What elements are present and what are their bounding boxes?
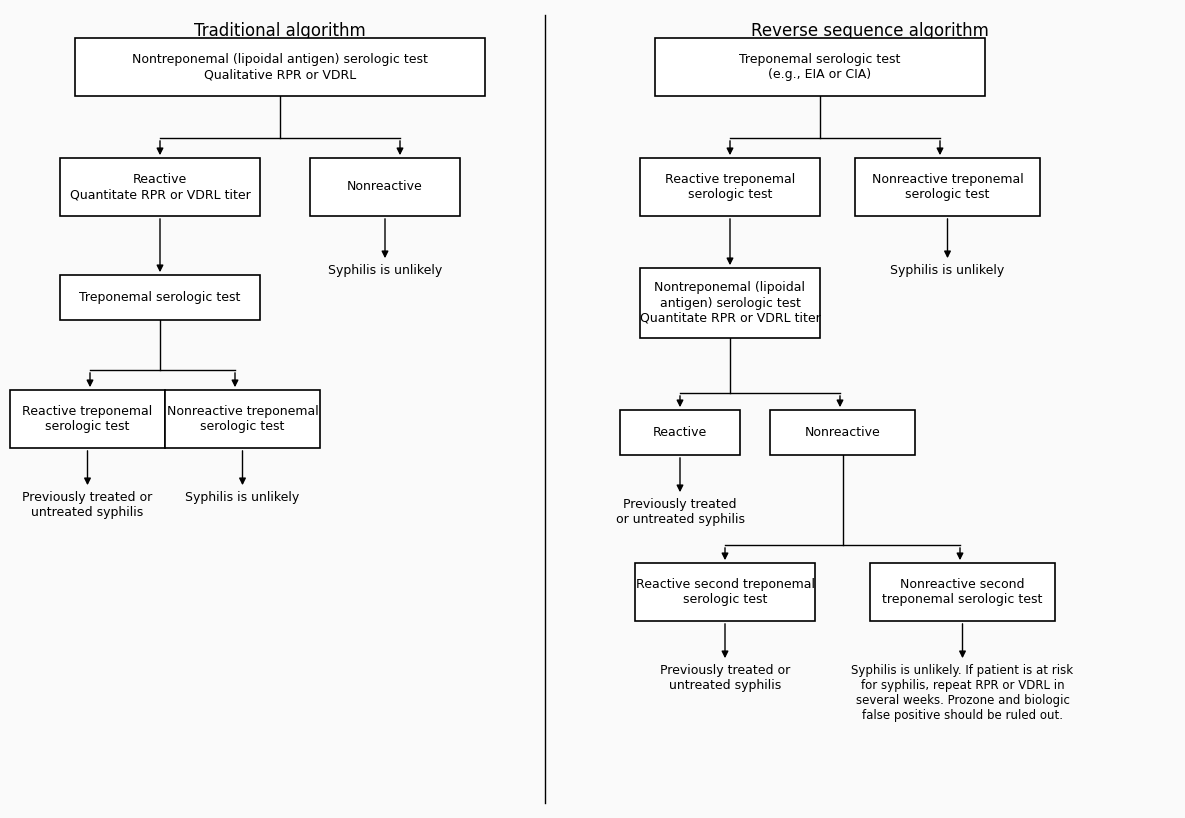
Text: Nonreactive: Nonreactive xyxy=(805,426,880,439)
Bar xyxy=(870,563,1055,621)
Bar xyxy=(60,275,260,320)
Bar xyxy=(310,158,460,216)
Bar xyxy=(165,390,320,448)
Text: Syphilis is unlikely. If patient is at risk
for syphilis, repeat RPR or VDRL in
: Syphilis is unlikely. If patient is at r… xyxy=(852,664,1074,722)
Text: Nonreactive treponemal
serologic test: Nonreactive treponemal serologic test xyxy=(167,405,319,433)
Text: Previously treated or
untreated syphilis: Previously treated or untreated syphilis xyxy=(23,491,153,519)
Text: Nonreactive: Nonreactive xyxy=(347,181,423,194)
Text: Nonreactive second
treponemal serologic test: Nonreactive second treponemal serologic … xyxy=(883,578,1043,606)
Bar xyxy=(75,38,485,96)
Bar xyxy=(856,158,1040,216)
Bar xyxy=(640,158,820,216)
Text: Traditional algorithm: Traditional algorithm xyxy=(194,22,366,40)
Text: Syphilis is unlikely: Syphilis is unlikely xyxy=(328,264,442,277)
Text: Reactive second treponemal
serologic test: Reactive second treponemal serologic tes… xyxy=(635,578,814,606)
Bar xyxy=(640,268,820,338)
Text: Treponemal serologic test: Treponemal serologic test xyxy=(79,291,241,304)
Text: Reactive: Reactive xyxy=(653,426,707,439)
Text: Reverse sequence algorithm: Reverse sequence algorithm xyxy=(751,22,989,40)
Text: Syphilis is unlikely: Syphilis is unlikely xyxy=(890,264,1005,277)
Text: Nontreponemal (lipoidal antigen) serologic test
Qualitative RPR or VDRL: Nontreponemal (lipoidal antigen) serolog… xyxy=(132,53,428,81)
Text: Reactive treponemal
serologic test: Reactive treponemal serologic test xyxy=(23,405,153,433)
Bar xyxy=(655,38,985,96)
Text: Treponemal serologic test
(e.g., EIA or CIA): Treponemal serologic test (e.g., EIA or … xyxy=(739,53,901,81)
Text: Reactive
Quantitate RPR or VDRL titer: Reactive Quantitate RPR or VDRL titer xyxy=(70,173,250,201)
Bar xyxy=(60,158,260,216)
Text: Previously treated
or untreated syphilis: Previously treated or untreated syphilis xyxy=(615,498,744,526)
Text: Syphilis is unlikely: Syphilis is unlikely xyxy=(185,491,300,504)
Bar xyxy=(770,410,915,455)
Text: Reactive treponemal
serologic test: Reactive treponemal serologic test xyxy=(665,173,795,201)
Bar xyxy=(635,563,815,621)
Bar xyxy=(9,390,165,448)
Text: Previously treated or
untreated syphilis: Previously treated or untreated syphilis xyxy=(660,664,790,692)
Text: Nontreponemal (lipoidal
antigen) serologic test
Quantitate RPR or VDRL titer: Nontreponemal (lipoidal antigen) serolog… xyxy=(640,281,820,325)
Text: Nonreactive treponemal
serologic test: Nonreactive treponemal serologic test xyxy=(872,173,1024,201)
Bar xyxy=(620,410,739,455)
